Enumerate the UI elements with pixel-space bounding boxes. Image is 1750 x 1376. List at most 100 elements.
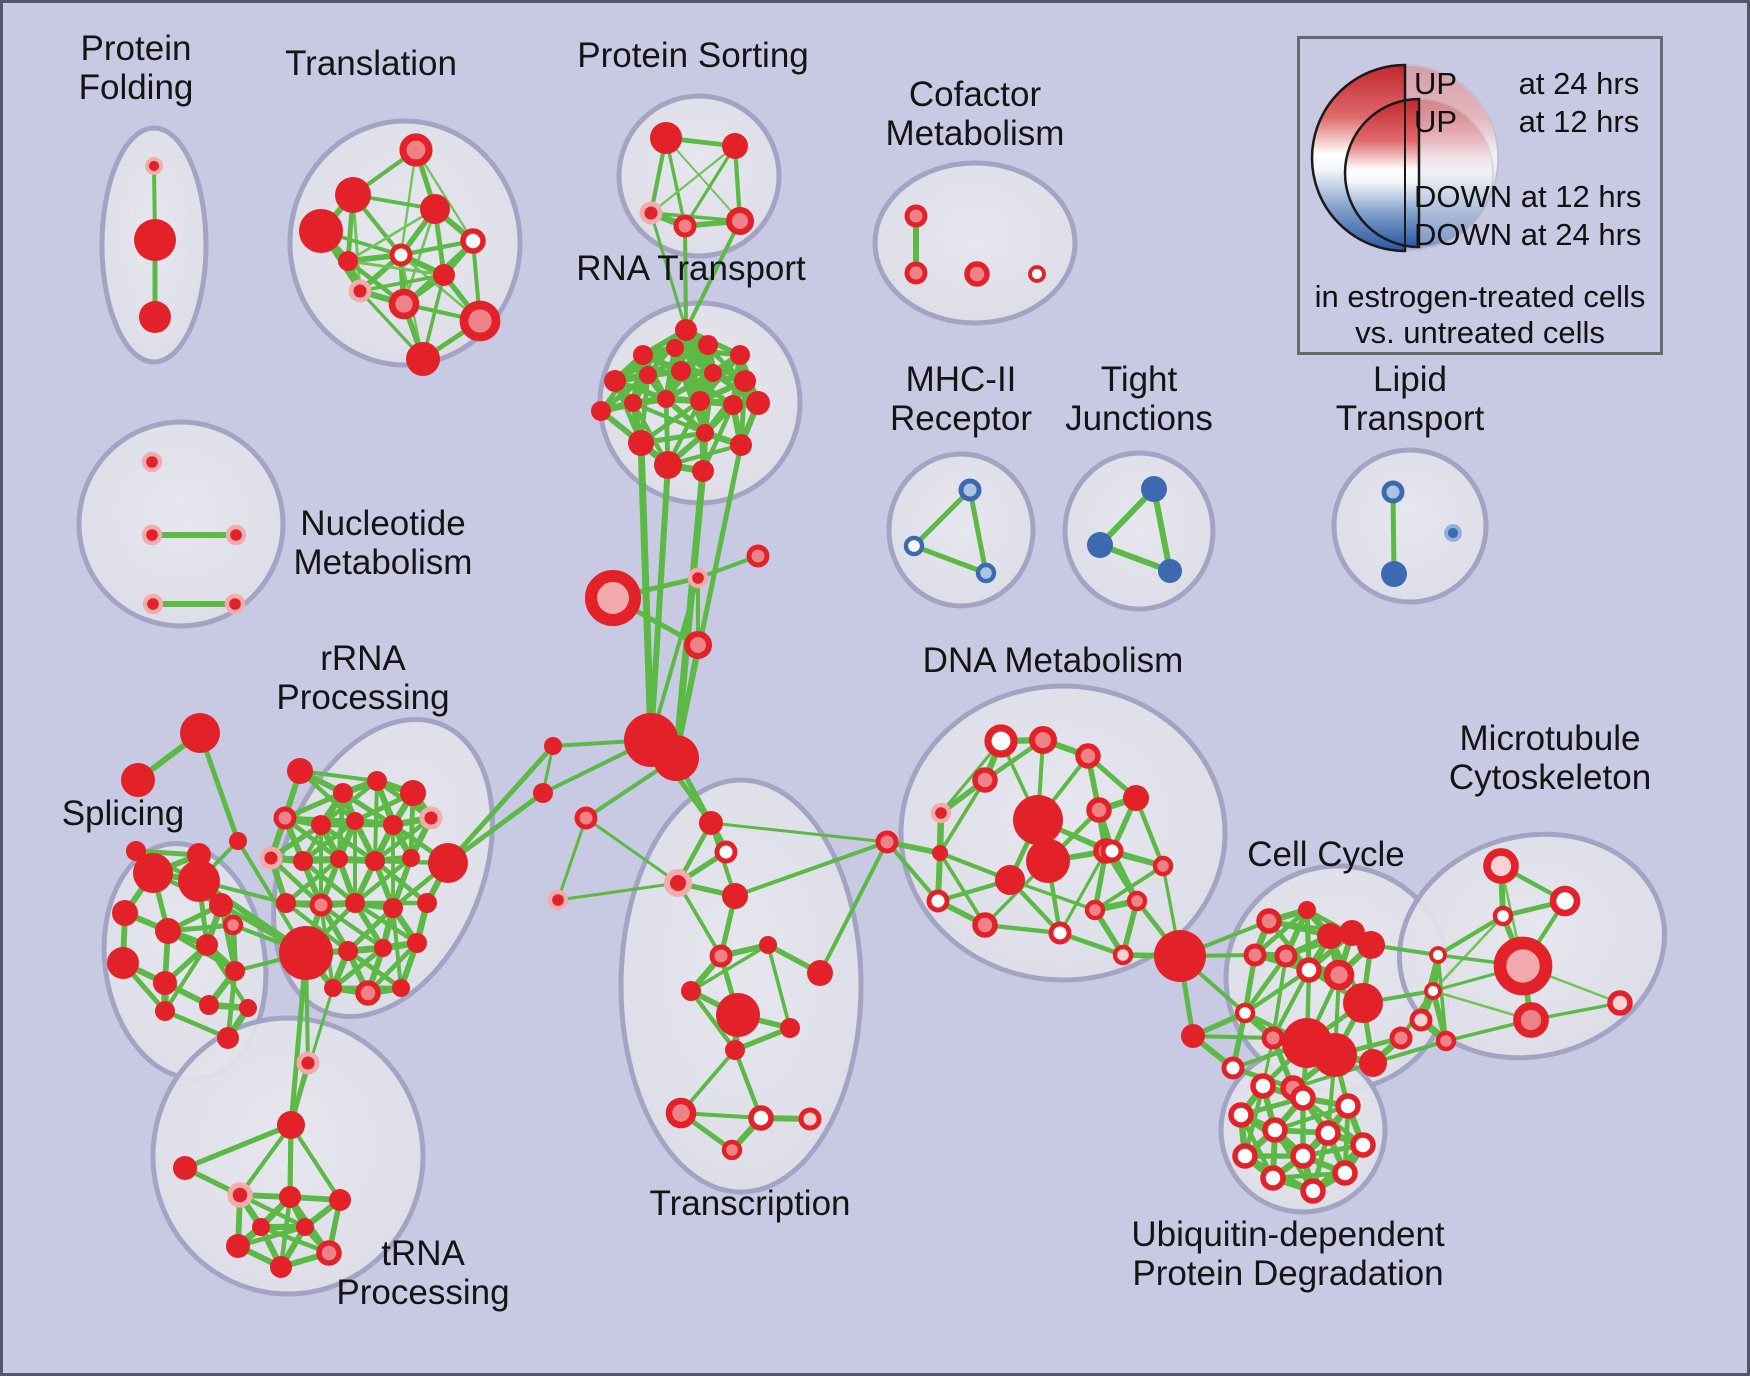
gene-node-rrna-processing	[338, 941, 358, 961]
gene-node-dna-metabolism	[926, 889, 950, 913]
gene-node-rna-transport	[671, 361, 691, 381]
gene-node-tight-junctions	[1087, 532, 1113, 558]
gene-node-microtubule-cytoskeleton	[1424, 982, 1442, 1000]
gene-node-translation	[335, 177, 371, 213]
gene-node-splicing	[199, 995, 219, 1015]
gene-node-transcription	[663, 868, 693, 898]
gene-node-splicing	[155, 918, 181, 944]
network-edge	[1271, 954, 1288, 1040]
gene-node-trna-processing	[279, 1186, 301, 1208]
cluster-label-lipid-transport: Lipid	[1373, 360, 1447, 399]
gene-node-protein-sorting	[725, 206, 755, 236]
gene-node-rna-transport	[624, 394, 642, 412]
gene-node-hub	[683, 630, 713, 660]
gene-node-dna-metabolism	[984, 724, 1018, 758]
cluster-label-trna-processing: Processing	[336, 1273, 509, 1312]
gene-node-cell-cycle	[1256, 908, 1282, 934]
gene-node-dna-metabolism	[1112, 944, 1134, 966]
gene-node-transcription	[807, 960, 833, 986]
network-edge	[649, 144, 737, 215]
gene-node-ubiquitin-degradation	[1290, 1143, 1316, 1169]
gene-node-cell-cycle	[1389, 1026, 1413, 1050]
gene-node-splicing	[187, 843, 211, 867]
gene-node-lipid-transport	[1444, 524, 1462, 542]
gene-node-rrna-processing	[400, 780, 426, 806]
gene-node-transcription	[721, 1139, 743, 1161]
gene-node-cell-cycle	[1317, 923, 1343, 949]
network-edge	[676, 881, 723, 958]
network-edge	[1008, 878, 1097, 912]
gene-node-translation	[348, 279, 372, 303]
gene-node-dna-metabolism	[1075, 743, 1101, 769]
cluster-label-splicing: Splicing	[62, 794, 185, 833]
network-edge	[938, 851, 987, 927]
gene-node-ubiquitin-degradation	[1290, 1085, 1316, 1111]
network-edge	[1431, 914, 1505, 993]
gene-node-rna-transport	[734, 370, 756, 392]
network-edge	[1242, 967, 1312, 1016]
gene-node-tight-junctions	[1141, 476, 1167, 502]
network-edge	[733, 840, 889, 898]
gene-node-cell-cycle	[1323, 959, 1355, 991]
gene-node-protein-sorting	[722, 133, 748, 159]
legend-box: UP at 24 hrs UP at 12 hrs DOWN at 12 hrs…	[1297, 36, 1663, 355]
gene-node-nucleotide-metabolism	[141, 524, 163, 546]
network-edge	[318, 902, 386, 951]
network-edge	[938, 778, 987, 855]
cluster-mhc-ii-receptor	[886, 451, 1036, 609]
gene-node-tight-junctions	[1158, 559, 1182, 583]
network-edge	[674, 431, 707, 760]
gene-node-rrna-processing	[367, 771, 387, 791]
gene-node-rna-transport	[730, 345, 750, 365]
gene-node-protein-folding	[139, 301, 171, 333]
gene-node-rrna-processing	[293, 851, 313, 871]
network-edge	[584, 816, 680, 885]
network-edge	[684, 219, 742, 332]
cluster-label-tight-junctions: Tight	[1101, 360, 1178, 399]
gene-node-rna-transport	[692, 460, 714, 482]
cluster-transcription	[618, 777, 864, 1195]
gene-node-cell-cycle	[1357, 931, 1385, 959]
legend-direction: UP	[1414, 66, 1458, 101]
network-edge	[1058, 849, 1108, 935]
gene-node-transcription	[722, 883, 748, 909]
gene-node-cell-cycle	[1221, 1056, 1245, 1080]
gene-node-transcription	[748, 1105, 774, 1131]
gene-node-ubiquitin-degradation	[1262, 1117, 1288, 1143]
legend-row-up-12: UP at 12 hrs	[1414, 104, 1639, 140]
gene-node-cell-cycle	[1313, 1033, 1357, 1077]
network-edge	[683, 144, 737, 228]
gene-node-cofactor-metabolism	[964, 261, 990, 287]
network-edge	[766, 943, 792, 1030]
legend-time: at 12 hrs	[1518, 104, 1640, 139]
cluster-cofactor-metabolism	[872, 160, 1078, 326]
network-edge	[288, 950, 309, 1128]
gene-node-microtubule-cytoskeleton	[1429, 946, 1447, 964]
gene-node-ubiquitin-degradation	[1315, 1120, 1341, 1146]
gene-node-cell-cycle	[1296, 957, 1322, 983]
network-edge	[689, 943, 770, 993]
network-edge	[556, 881, 680, 902]
gene-node-hub	[746, 544, 770, 568]
gene-node-nucleotide-metabolism	[141, 451, 163, 473]
gene-node-dna-metabolism	[1123, 785, 1149, 811]
gene-node-hub	[544, 737, 562, 755]
network-edge	[684, 328, 707, 435]
gene-node-cofactor-metabolism	[904, 261, 928, 285]
gene-node-microtubule-cytoskeleton	[1493, 936, 1553, 996]
gene-node-protein-folding	[134, 219, 176, 261]
gene-node-dna-metabolism	[1086, 797, 1112, 823]
gene-node-rna-transport	[698, 335, 718, 355]
gene-node-splicing	[126, 841, 146, 861]
network-edge	[1191, 1034, 1275, 1040]
gene-node-ubiquitin-degradation	[1232, 1143, 1258, 1169]
gene-node-rrna-processing	[324, 979, 342, 997]
gene-node-rrna-processing	[355, 980, 381, 1006]
network-edge	[182, 1122, 294, 1171]
network-edge	[1270, 967, 1312, 1041]
gene-node-cell-cycle	[1234, 1002, 1256, 1024]
gene-node-translation	[459, 300, 501, 342]
network-edge	[372, 815, 434, 864]
gene-node-splicing	[209, 893, 233, 917]
